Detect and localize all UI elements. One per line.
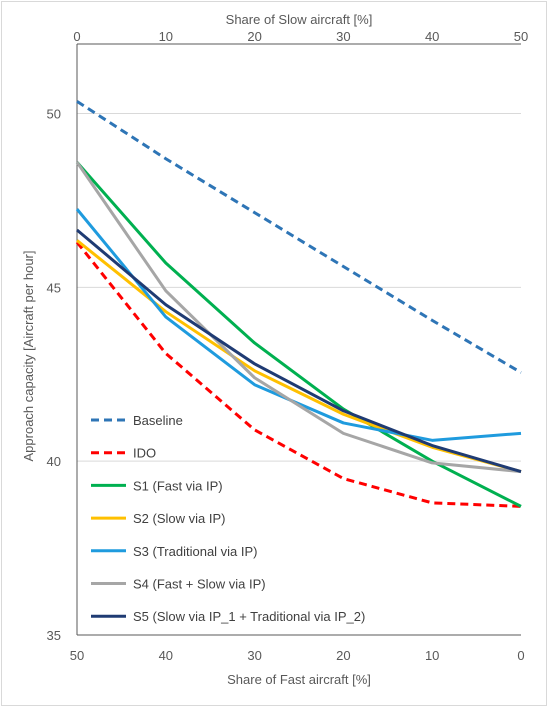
y-tick-label: 35 xyxy=(47,628,61,643)
legend-label: S4 (Fast + Slow via IP) xyxy=(133,577,266,592)
bottom-tick-label: 50 xyxy=(70,648,84,663)
bottom-tick-label: 10 xyxy=(425,648,439,663)
bottom-axis-title: Share of Fast aircraft [%] xyxy=(227,672,371,687)
bottom-tick-label: 40 xyxy=(159,648,173,663)
tick-labels: 0 50 10 40 20 30 30 20 40 10 50 0 35 40 45 50 xyxy=(47,29,529,663)
legend: Baseline IDO S1 (Fast via IP) S2 (Slow via … xyxy=(91,413,365,624)
top-tick-label: 20 xyxy=(247,29,261,44)
legend-label: S2 (Slow via IP) xyxy=(133,511,225,526)
legend-label: S3 (Traditional via IP) xyxy=(133,544,258,559)
legend-label: Baseline xyxy=(133,413,183,428)
series-line xyxy=(76,100,522,374)
y-tick-label: 50 xyxy=(47,107,61,122)
y-tick-label: 40 xyxy=(47,454,61,469)
y-axis-title: Approach capacity [Aircraft per hour] xyxy=(21,251,36,462)
top-tick-label: 0 xyxy=(73,29,80,44)
bottom-tick-label: 20 xyxy=(336,648,350,663)
series-lines xyxy=(75,100,522,508)
axes xyxy=(76,43,521,636)
series-line xyxy=(75,241,522,508)
top-axis-title: Share of Slow aircraft [%] xyxy=(226,12,373,27)
legend-label: S1 (Fast via IP) xyxy=(133,478,223,493)
series-line xyxy=(75,161,522,474)
top-tick-label: 30 xyxy=(336,29,350,44)
top-tick-label: 10 xyxy=(159,29,173,44)
top-tick-label: 40 xyxy=(425,29,439,44)
series-line xyxy=(76,239,522,474)
series-line xyxy=(75,161,522,508)
y-tick-label: 45 xyxy=(47,280,61,295)
bottom-tick-label: 30 xyxy=(247,648,261,663)
legend-label: IDO xyxy=(133,446,156,461)
top-tick-label: 50 xyxy=(514,29,528,44)
legend-label: S5 (Slow via IP_1 + Traditional via IP_2… xyxy=(133,609,365,624)
bottom-tick-label: 0 xyxy=(517,648,524,663)
series-line xyxy=(76,228,522,474)
